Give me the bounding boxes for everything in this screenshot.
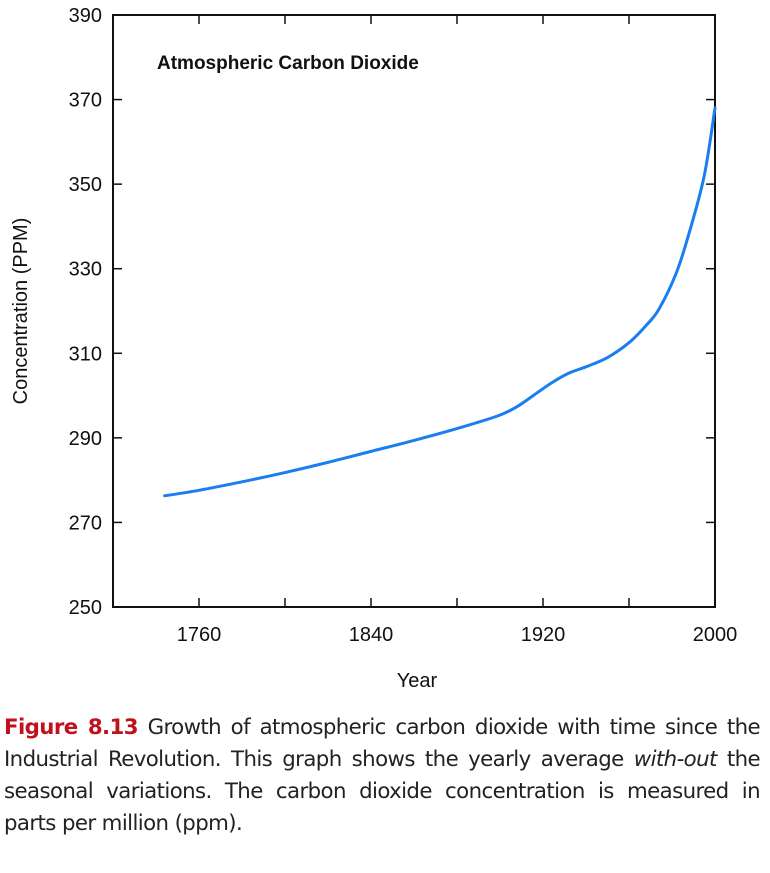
- plot-frame: [112, 14, 716, 608]
- figure-label: Figure 8.13: [4, 715, 139, 740]
- plot-border: [112, 14, 716, 608]
- y-axis-ticks: 250 270 290 310 330 350 370 390: [69, 5, 715, 619]
- caption-text-1: Growth of atmospheric carbon dioxide wit…: [4, 715, 761, 772]
- x-tick-label: 2000: [693, 624, 738, 646]
- x-axis-title: Year: [397, 670, 438, 692]
- x-tick-label: 1760: [177, 624, 222, 646]
- y-tick-label: 270: [69, 512, 102, 534]
- y-tick-label: 390: [69, 5, 102, 27]
- figure-caption: Figure 8.13 Growth of atmospheric carbon…: [4, 712, 761, 840]
- y-tick-label: 350: [69, 174, 102, 196]
- caption-text-italic: with-out: [633, 747, 718, 772]
- y-axis-title: Concentration (PPM): [10, 218, 32, 405]
- y-tick-label: 330: [69, 259, 102, 281]
- x-axis-ticks: 1760 1840 1920 2000: [177, 15, 738, 646]
- co2-chart: 250 270 290 310 330 350 370 390 1760 1840 1920 200…: [10, 5, 738, 692]
- y-tick-label: 290: [69, 428, 102, 450]
- y-tick-label: 310: [69, 343, 102, 365]
- y-tick-label: 250: [69, 597, 102, 619]
- chart-title: Atmospheric Carbon Dioxide: [157, 53, 419, 74]
- x-tick-label: 1840: [349, 624, 394, 646]
- x-tick-label: 1920: [521, 624, 566, 646]
- co2-series-line: [163, 106, 717, 498]
- y-tick-label: 370: [69, 90, 102, 112]
- caption-text-2: the seasonal variations. The carbon diox…: [4, 747, 761, 836]
